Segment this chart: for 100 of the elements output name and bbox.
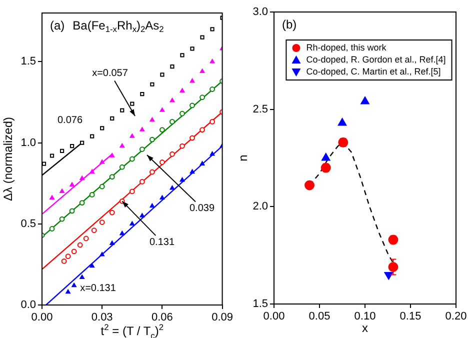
point bbox=[79, 200, 85, 206]
point bbox=[70, 144, 74, 148]
point bbox=[149, 169, 155, 175]
point bbox=[83, 236, 89, 242]
x-tick-label: 0.09 bbox=[212, 312, 234, 324]
point bbox=[170, 64, 174, 69]
point bbox=[110, 240, 115, 245]
x-tick-label: 0.15 bbox=[400, 310, 422, 323]
point bbox=[50, 154, 54, 158]
y-tick-label: 1.5 bbox=[20, 56, 36, 68]
point bbox=[170, 186, 175, 190]
point bbox=[100, 252, 105, 256]
point bbox=[110, 153, 115, 158]
y-tick-label: 0.0 bbox=[20, 299, 36, 312]
point bbox=[129, 156, 135, 162]
point bbox=[140, 127, 145, 132]
point bbox=[69, 208, 75, 214]
point bbox=[59, 216, 65, 222]
point bbox=[321, 153, 330, 161]
legend-label: Co-doped, C. Martin et al., Ref.[5] bbox=[306, 66, 441, 76]
point bbox=[180, 143, 185, 149]
point bbox=[120, 230, 125, 236]
y-tick-label: 3.0 bbox=[252, 6, 268, 18]
point bbox=[190, 169, 195, 174]
point bbox=[160, 195, 165, 200]
point bbox=[89, 192, 95, 198]
point bbox=[190, 78, 195, 83]
point bbox=[66, 289, 70, 294]
point bbox=[190, 135, 195, 141]
point bbox=[200, 68, 205, 73]
point bbox=[60, 148, 64, 153]
point bbox=[80, 176, 84, 180]
point bbox=[100, 160, 105, 164]
annotation: x=0.131 bbox=[80, 282, 116, 294]
point bbox=[150, 82, 154, 86]
point bbox=[200, 94, 205, 100]
y-tick-label: 2.5 bbox=[252, 103, 268, 116]
point bbox=[304, 180, 314, 190]
x-axis-title: x bbox=[362, 321, 368, 335]
point bbox=[65, 254, 71, 260]
point bbox=[90, 134, 94, 138]
x-tick-label: 0.00 bbox=[31, 312, 53, 324]
y-tick-label: 0.5 bbox=[20, 218, 36, 230]
point bbox=[140, 213, 145, 218]
annotation: 0.039 bbox=[189, 202, 215, 214]
point bbox=[139, 179, 145, 184]
point bbox=[90, 263, 94, 268]
point bbox=[130, 134, 135, 138]
point bbox=[210, 151, 215, 156]
point bbox=[210, 58, 215, 64]
point bbox=[180, 110, 185, 116]
point bbox=[90, 169, 94, 174]
point bbox=[91, 228, 97, 234]
annotation: x=0.057 bbox=[92, 68, 128, 79]
point bbox=[190, 102, 195, 108]
point bbox=[110, 116, 114, 120]
point bbox=[150, 203, 155, 208]
text: (b) bbox=[282, 17, 297, 32]
point bbox=[338, 118, 347, 126]
point bbox=[384, 272, 394, 280]
point bbox=[100, 126, 104, 130]
legend-label: Co-doped, R. Gordon et al., Ref.[4] bbox=[306, 54, 446, 64]
y-tick-label: 1.0 bbox=[20, 136, 36, 149]
point bbox=[77, 242, 83, 248]
text: (a) bbox=[50, 18, 65, 32]
point bbox=[130, 221, 135, 226]
point bbox=[149, 136, 155, 142]
legend-label: Rh-doped, this work bbox=[306, 42, 387, 52]
point bbox=[60, 188, 64, 194]
point bbox=[210, 27, 214, 32]
point bbox=[49, 226, 55, 232]
point bbox=[150, 117, 155, 122]
point bbox=[70, 182, 74, 187]
x-tick-label: 0.00 bbox=[263, 310, 285, 323]
point bbox=[210, 86, 215, 92]
y-tick-label: 2.0 bbox=[252, 200, 268, 213]
point bbox=[159, 160, 165, 165]
point bbox=[61, 258, 67, 264]
point bbox=[109, 210, 115, 216]
point bbox=[99, 220, 105, 225]
point bbox=[160, 72, 164, 77]
point bbox=[120, 108, 124, 112]
point bbox=[200, 35, 204, 40]
x-tick-label: 0.05 bbox=[308, 310, 330, 323]
point bbox=[109, 174, 115, 180]
point bbox=[140, 92, 144, 96]
point bbox=[180, 88, 185, 92]
annotation: 0.076 bbox=[57, 114, 83, 126]
x-tick-label: 0.03 bbox=[91, 312, 113, 324]
point bbox=[129, 188, 135, 194]
y-axis-title: Δλ (normalized) bbox=[1, 116, 15, 202]
y-axis-title: n bbox=[236, 154, 250, 162]
point bbox=[71, 248, 77, 254]
y-tick-label: 1.5 bbox=[252, 298, 268, 310]
point bbox=[190, 46, 194, 51]
point bbox=[170, 151, 175, 157]
point bbox=[200, 161, 205, 166]
point bbox=[72, 282, 76, 288]
x-tick-label: 0.06 bbox=[151, 312, 173, 324]
point bbox=[120, 143, 125, 148]
